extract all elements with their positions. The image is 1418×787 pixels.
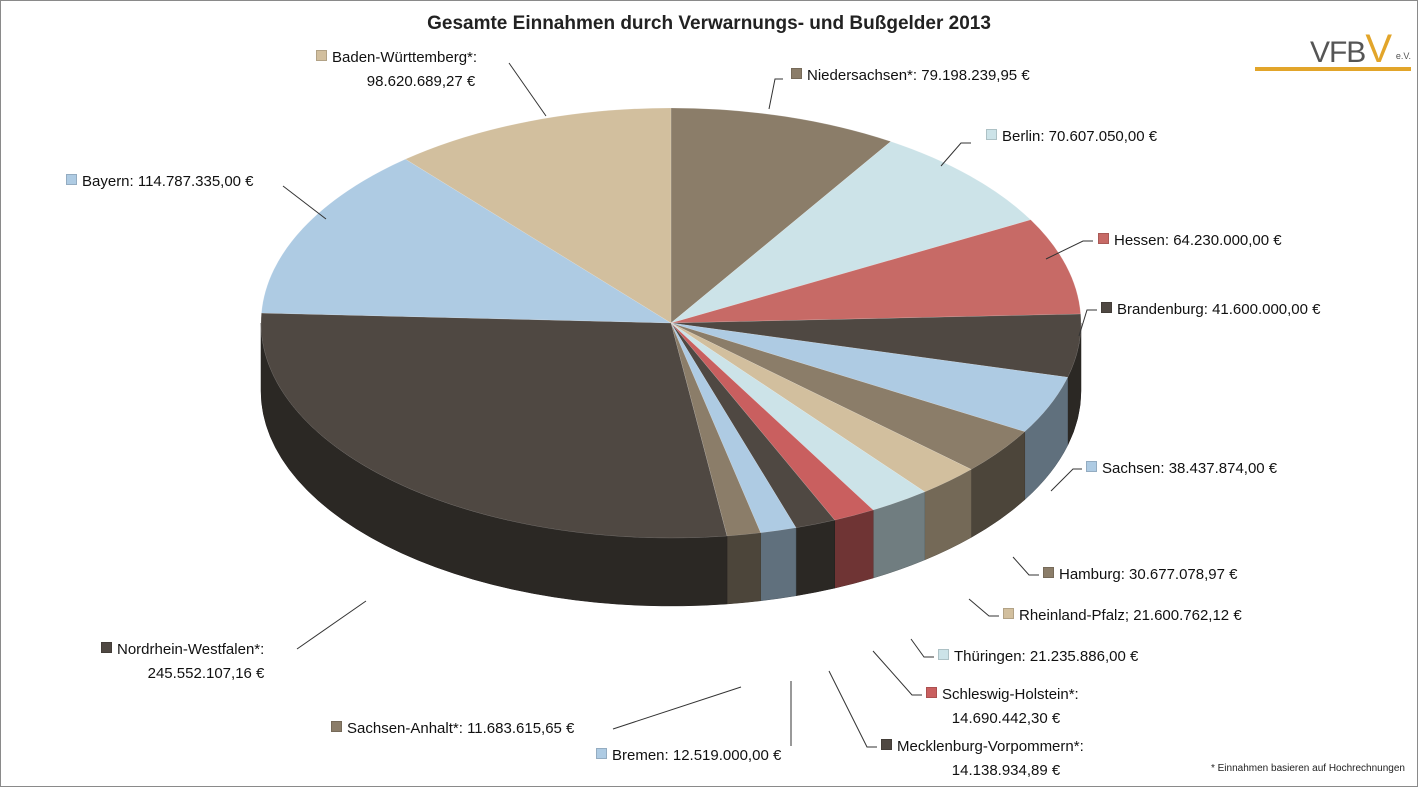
vfbv-logo: VFBV e.V. xyxy=(1255,25,1411,71)
pie-slice-bremen xyxy=(670,322,797,534)
data-label: Schleswig-Holstein*: xyxy=(926,683,1079,707)
pie-slice-sachsen xyxy=(670,322,1069,432)
legend-swatch xyxy=(938,649,949,660)
data-label-value: 14.138.934,89 € xyxy=(951,762,1061,779)
pie-slice-rheinland-pfalz xyxy=(670,322,972,493)
data-label: Rheinland-Pfalz; 21.600.762,12 € xyxy=(1003,604,1242,628)
legend-swatch xyxy=(1098,233,1109,244)
data-label: Baden-Württemberg*: xyxy=(316,46,477,70)
legend-swatch xyxy=(1086,461,1097,472)
legend-swatch xyxy=(596,748,607,759)
legend-swatch xyxy=(316,50,327,61)
data-label-value: 245.552.107,16 € xyxy=(147,665,265,682)
pie-side-11 xyxy=(726,532,761,605)
legend-swatch xyxy=(331,721,342,732)
data-label: Nordrhein-Westfalen*: xyxy=(101,638,264,662)
pie-slice-brandenburg xyxy=(670,313,1082,378)
legend-swatch xyxy=(1043,567,1054,578)
legend-swatch xyxy=(66,174,77,185)
pie-slice-baden-württemberg xyxy=(404,107,672,324)
footnote: * Einnahmen basieren auf Hochrechnungen xyxy=(1210,763,1405,774)
legend-swatch xyxy=(986,129,997,140)
pie-side-10 xyxy=(760,527,797,602)
data-label: Bremen: 12.519.000,00 € xyxy=(596,744,781,768)
data-label: Niedersachsen*: 79.198.239,95 € xyxy=(791,64,1030,88)
pie-slice-bayern xyxy=(261,158,672,324)
data-label: Bayern: 114.787.335,00 € xyxy=(66,170,254,194)
chart-title: Gesamte Einnahmen durch Verwarnungs- und… xyxy=(427,13,991,34)
pie-slice-berlin xyxy=(670,141,1032,324)
legend-swatch xyxy=(926,687,937,698)
legend-swatch xyxy=(1101,302,1112,313)
pie-slice-thüringen xyxy=(670,322,926,511)
data-label: Brandenburg: 41.600.000,00 € xyxy=(1101,298,1321,322)
data-label-value: 98.620.689,27 € xyxy=(366,73,476,90)
pie-slice-niedersachsen xyxy=(670,107,892,324)
legend-swatch xyxy=(881,739,892,750)
data-label: Berlin: 70.607.050,00 € xyxy=(986,125,1157,149)
pie-slice-mecklenburg-vorpommern xyxy=(670,322,836,529)
pie-side-8 xyxy=(834,509,874,589)
data-label: Hessen: 64.230.000,00 € xyxy=(1098,229,1282,253)
legend-swatch xyxy=(101,642,112,653)
pie-side-9 xyxy=(795,519,835,597)
pie-slice-schleswig-holstein xyxy=(670,322,874,521)
data-label: Thüringen: 21.235.886,00 € xyxy=(938,645,1138,669)
leader-lines xyxy=(282,62,1097,748)
pie-slice-hessen xyxy=(670,219,1081,324)
pie-slice-nordrhein-westfalen xyxy=(260,312,728,539)
legend-swatch xyxy=(791,68,802,79)
legend-swatch xyxy=(1003,608,1014,619)
data-label: Hamburg: 30.677.078,97 € xyxy=(1043,563,1237,587)
pie-slice-sachsen-anhalt xyxy=(670,322,761,537)
pie-slice-hamburg xyxy=(670,322,1026,470)
data-label: Sachsen-Anhalt*: 11.683.615,65 € xyxy=(331,717,574,741)
data-label: Sachsen: 38.437.874,00 € xyxy=(1086,457,1277,481)
data-label-value: 14.690.442,30 € xyxy=(951,710,1061,727)
data-label: Mecklenburg-Vorpommern*: xyxy=(881,735,1084,759)
